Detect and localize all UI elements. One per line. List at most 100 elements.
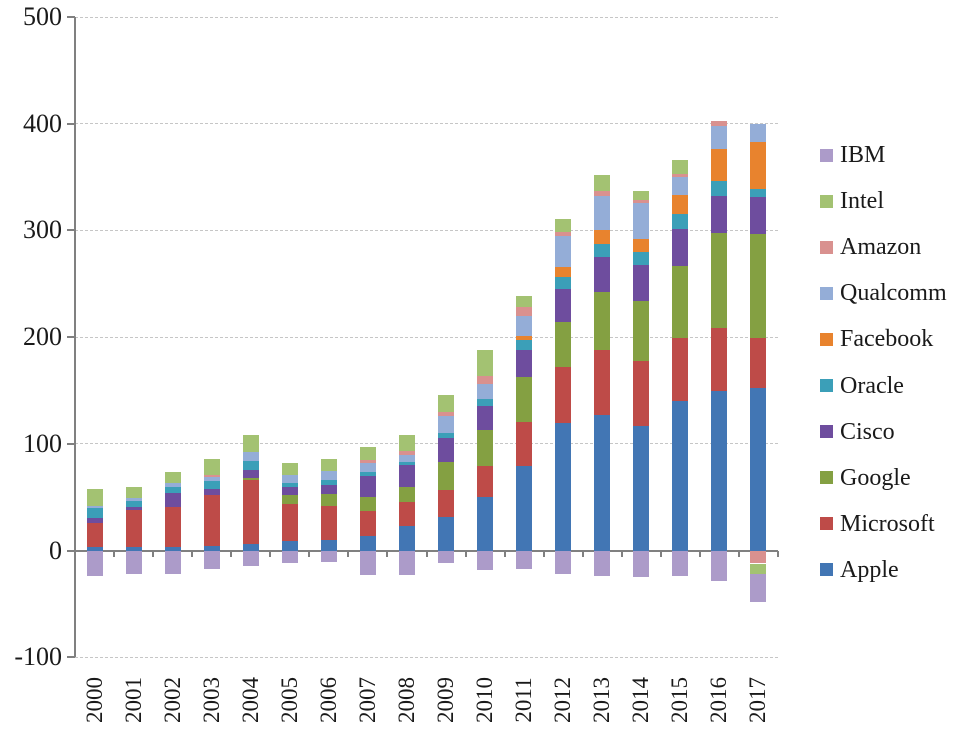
bar-2006-oracle [320,480,337,485]
legend-item-intel: Intel [820,189,884,213]
bar-2012-facebook [555,266,572,278]
bar-2000-oracle [86,508,103,518]
bar-2016-amazon [711,120,728,126]
bar-2004-cisco [242,469,259,479]
bar-2014-qualcomm [633,202,650,239]
bar-2015-apple [672,401,689,551]
bar-2000-ibm [86,550,103,577]
bar-2013-amazon [594,190,611,197]
x-axis-tick [737,550,740,557]
legend-swatch-microsoft [820,517,833,531]
bar-2003-qualcomm [203,477,220,482]
bar-2002-apple [164,547,181,551]
bar-2000-apple [86,547,103,551]
gridline-300 [75,229,778,231]
legend-label-oracle: Oracle [840,372,904,399]
legend-label-facebook: Facebook [840,326,934,353]
bar-2011-microsoft [516,421,533,467]
y-tick-label-100: 100 [23,428,62,458]
bar-2005-oracle [281,483,298,487]
x-label-2000: 2000 [81,677,107,723]
gridline-500 [75,16,778,18]
bar-2017-intel [750,563,767,575]
y-axis-tick-400 [67,122,75,125]
x-label-2009: 2009 [433,677,459,723]
x-label-2004: 2004 [237,677,263,723]
bar-2010-intel [477,350,494,376]
bar-2014-microsoft [633,360,650,426]
bar-2003-ibm [203,550,220,569]
bar-2016-apple [711,390,728,551]
bar-2016-qualcomm [711,125,728,150]
bar-2008-google [398,486,415,502]
bar-2005-apple [281,541,298,551]
bar-2002-microsoft [164,506,181,548]
bar-2015-intel [672,160,689,174]
x-label-2014: 2014 [628,677,654,723]
bar-2005-google [281,495,298,504]
legend-label-amazon: Amazon [840,234,922,261]
bar-2010-qualcomm [477,384,494,400]
bar-2007-microsoft [359,511,376,536]
bar-2005-cisco [281,486,298,496]
bar-2011-ibm [516,550,533,569]
x-label-2016: 2016 [706,677,732,723]
bar-2001-intel [125,486,142,499]
bar-2006-intel [320,458,337,471]
x-label-2006: 2006 [315,677,341,723]
x-label-2015: 2015 [667,677,693,723]
y-tick-label-300: 300 [23,215,62,245]
bar-2014-amazon [633,199,650,203]
x-axis-tick [347,550,350,557]
bar-2011-intel [516,295,533,308]
bar-2013-facebook [594,230,611,245]
bar-2008-qualcomm [398,454,415,463]
bar-2008-oracle [398,462,415,466]
x-axis-tick [113,550,116,557]
legend-item-apple: Apple [820,558,899,582]
bar-2017-cisco [750,197,767,234]
bar-2008-amazon [398,451,415,455]
y-tick-label-400: 400 [23,108,62,138]
bar-2009-microsoft [438,489,455,517]
x-axis-tick [620,550,623,557]
x-label-2003: 2003 [198,677,224,723]
x-axis-tick [777,550,779,557]
bar-2017-apple [750,388,767,551]
x-label-2013: 2013 [589,677,615,723]
bar-2014-apple [633,425,650,551]
x-axis-tick [659,550,662,557]
y-tick-label-500: 500 [23,2,62,31]
bar-2005-qualcomm [281,474,298,484]
bar-2013-apple [594,415,611,551]
bar-2003-intel [203,458,220,475]
bar-2010-ibm [477,550,494,570]
bar-2001-ibm [125,550,142,575]
bar-2009-apple [438,516,455,551]
bar-2008-cisco [398,465,415,487]
x-label-2007: 2007 [354,677,380,723]
bar-2012-intel [555,218,572,232]
bar-2013-microsoft [594,350,611,416]
x-axis-tick [503,550,506,557]
gridline-400 [75,123,778,125]
bar-2004-google [242,478,259,481]
bar-2013-qualcomm [594,196,611,231]
x-label-2002: 2002 [159,677,185,723]
bar-2006-qualcomm [320,470,337,481]
x-axis-tick [74,550,76,557]
legend-swatch-ibm [820,148,833,162]
bar-2001-microsoft [125,510,142,548]
bar-2004-qualcomm [242,452,259,462]
bar-2000-microsoft [86,522,103,548]
legend-label-google: Google [840,464,911,491]
x-axis-tick [269,550,272,557]
bar-2012-amazon [555,231,572,236]
x-axis-tick [542,550,545,557]
legend-swatch-amazon [820,240,833,254]
bar-2002-intel [164,471,181,484]
bar-2006-apple [320,540,337,551]
legend-item-ibm: IBM [820,143,885,167]
bar-2010-google [477,430,494,467]
